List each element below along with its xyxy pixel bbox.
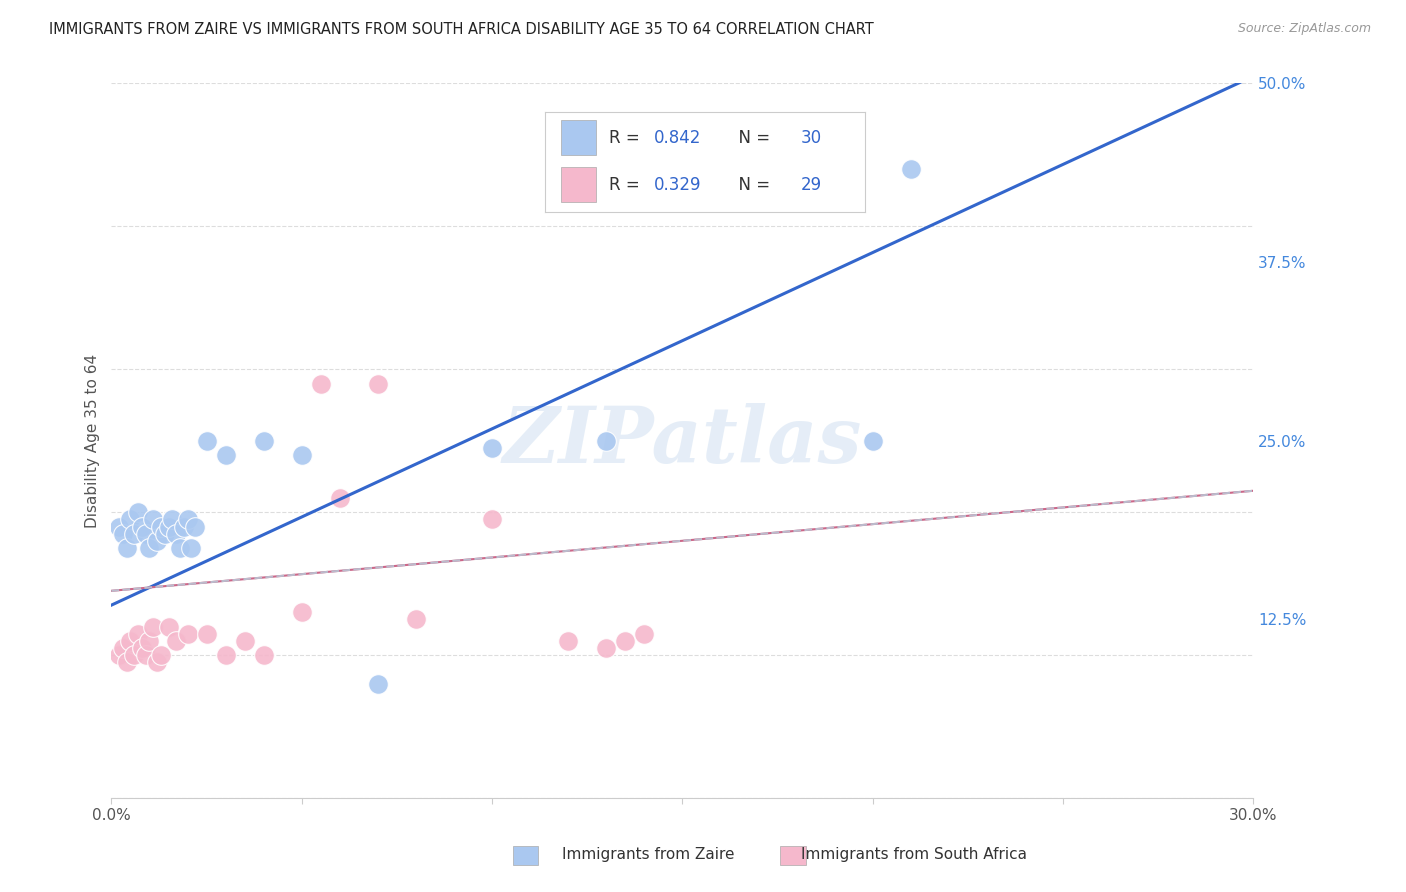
Point	[180, 541, 202, 555]
Point	[115, 655, 138, 669]
Point	[122, 526, 145, 541]
Point	[291, 448, 314, 462]
Point	[405, 612, 427, 626]
Point	[184, 519, 207, 533]
Point	[367, 677, 389, 691]
Point	[157, 519, 180, 533]
Point	[329, 491, 352, 505]
Point	[614, 633, 637, 648]
Point	[108, 648, 131, 662]
Point	[120, 633, 142, 648]
Point	[595, 640, 617, 655]
Text: IMMIGRANTS FROM ZAIRE VS IMMIGRANTS FROM SOUTH AFRICA DISABILITY AGE 35 TO 64 CO: IMMIGRANTS FROM ZAIRE VS IMMIGRANTS FROM…	[49, 22, 875, 37]
Point	[131, 640, 153, 655]
Point	[111, 526, 134, 541]
Point	[169, 541, 191, 555]
Point	[900, 162, 922, 177]
Point	[142, 619, 165, 633]
Point	[111, 640, 134, 655]
Point	[367, 376, 389, 391]
Point	[195, 626, 218, 640]
Point	[127, 505, 149, 519]
Point	[149, 648, 172, 662]
Point	[122, 648, 145, 662]
Point	[253, 434, 276, 448]
Point	[195, 434, 218, 448]
Point	[291, 605, 314, 619]
Text: Immigrants from Zaire: Immigrants from Zaire	[562, 847, 735, 862]
Point	[108, 519, 131, 533]
Point	[309, 376, 332, 391]
Point	[173, 519, 195, 533]
Point	[157, 619, 180, 633]
Text: ZIPatlas: ZIPatlas	[503, 402, 862, 479]
Point	[165, 526, 187, 541]
Text: Source: ZipAtlas.com: Source: ZipAtlas.com	[1237, 22, 1371, 36]
Point	[176, 512, 198, 526]
Point	[481, 441, 503, 455]
Point	[633, 626, 655, 640]
Point	[120, 512, 142, 526]
Point	[481, 512, 503, 526]
Point	[214, 448, 236, 462]
Point	[135, 648, 157, 662]
Point	[253, 648, 276, 662]
Text: Immigrants from South Africa: Immigrants from South Africa	[801, 847, 1028, 862]
Point	[142, 512, 165, 526]
Point	[176, 626, 198, 640]
Point	[131, 519, 153, 533]
Point	[146, 533, 169, 548]
Point	[153, 526, 176, 541]
Point	[138, 541, 160, 555]
Point	[595, 434, 617, 448]
Point	[115, 541, 138, 555]
Point	[862, 434, 884, 448]
Point	[557, 633, 579, 648]
Point	[162, 512, 184, 526]
Point	[165, 633, 187, 648]
Point	[214, 648, 236, 662]
Point	[149, 519, 172, 533]
Point	[135, 526, 157, 541]
Point	[138, 633, 160, 648]
Point	[233, 633, 256, 648]
Point	[127, 626, 149, 640]
Y-axis label: Disability Age 35 to 64: Disability Age 35 to 64	[86, 354, 100, 528]
Point	[146, 655, 169, 669]
